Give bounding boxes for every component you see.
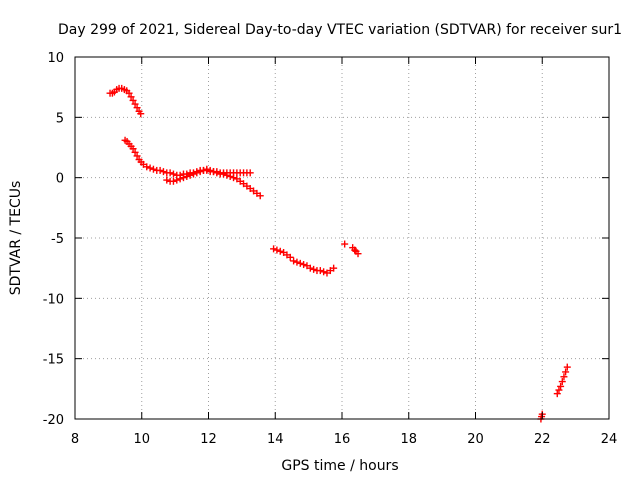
data-point xyxy=(354,250,362,258)
data-point xyxy=(169,170,177,178)
data-point xyxy=(320,268,328,276)
data-point xyxy=(203,165,211,173)
data-point xyxy=(553,390,561,398)
data-point xyxy=(159,168,167,176)
data-point xyxy=(169,177,177,185)
data-point xyxy=(179,174,187,182)
data-point xyxy=(156,166,164,174)
y-tick-label: 10 xyxy=(47,51,64,66)
data-point xyxy=(562,368,570,376)
data-point xyxy=(310,265,318,273)
y-tick-label: -15 xyxy=(43,353,64,368)
data-point xyxy=(306,264,314,272)
data-point xyxy=(127,93,135,101)
data-point xyxy=(273,246,281,254)
data-point xyxy=(341,240,349,248)
data-point xyxy=(223,171,231,179)
y-tick-label: -5 xyxy=(51,232,64,247)
y-tick-label: 5 xyxy=(56,111,64,126)
data-point xyxy=(226,172,234,180)
x-axis-label: GPS time / hours xyxy=(281,458,398,474)
plot-frame xyxy=(74,56,610,420)
data-point xyxy=(137,110,145,118)
data-point xyxy=(149,165,157,173)
x-tick-label: 18 xyxy=(400,432,417,447)
data-point xyxy=(560,373,568,381)
data-point xyxy=(189,170,197,178)
data-point xyxy=(133,104,141,112)
x-tick-label: 10 xyxy=(133,432,150,447)
data-point xyxy=(330,264,338,272)
data-point xyxy=(196,168,204,176)
x-tick-label: 14 xyxy=(267,432,284,447)
x-tick-label: 22 xyxy=(534,432,551,447)
data-point xyxy=(183,172,191,180)
y-tick-label: -10 xyxy=(43,292,64,307)
grid-lines xyxy=(75,57,609,419)
data-point xyxy=(129,96,137,104)
data-point xyxy=(129,145,137,153)
data-point xyxy=(173,176,181,184)
data-point xyxy=(555,386,563,394)
x-tick-label: 12 xyxy=(200,432,217,447)
y-tick-label: 0 xyxy=(56,172,64,187)
tick-labels: 8 10 12 14 16 18 20 22 24 -20 -15 -10 -5 0 5 10 xyxy=(43,51,618,447)
data-point xyxy=(300,261,308,269)
data-point xyxy=(206,166,214,174)
data-point xyxy=(316,267,324,275)
data-point xyxy=(133,152,141,160)
data-point xyxy=(131,148,139,156)
data-point xyxy=(146,164,154,172)
data-point xyxy=(213,169,221,177)
data-point xyxy=(143,163,151,171)
data-point xyxy=(563,363,571,371)
y-axis-label: SDTVAR / TECUs xyxy=(8,181,24,296)
y-tick-label: -20 xyxy=(43,413,64,428)
data-point xyxy=(199,166,207,174)
x-tick-label: 16 xyxy=(334,432,351,447)
data-point xyxy=(166,169,174,177)
data-point xyxy=(125,89,133,97)
data-point xyxy=(276,247,284,255)
data-point xyxy=(193,169,201,177)
x-tick-label: 8 xyxy=(71,432,79,447)
data-point xyxy=(220,170,228,178)
data-point xyxy=(176,175,184,183)
data-point xyxy=(557,382,565,390)
data-point xyxy=(293,258,301,266)
data-point xyxy=(286,253,294,261)
data-point xyxy=(163,176,171,184)
chart-title: Day 299 of 2021, Sidereal Day-to-day VTE… xyxy=(58,22,622,38)
data-point xyxy=(256,192,264,200)
data-point xyxy=(186,171,194,179)
data-point xyxy=(131,100,139,108)
data-point xyxy=(296,259,304,267)
x-tick-label: 24 xyxy=(601,432,618,447)
data-point xyxy=(210,168,218,176)
data-point xyxy=(230,174,238,182)
data-point xyxy=(290,257,298,265)
data-point xyxy=(351,246,359,254)
data-points xyxy=(106,84,571,423)
data-point xyxy=(558,378,566,386)
data-point xyxy=(246,169,254,177)
x-tick-label: 20 xyxy=(467,432,484,447)
data-point xyxy=(270,245,278,253)
